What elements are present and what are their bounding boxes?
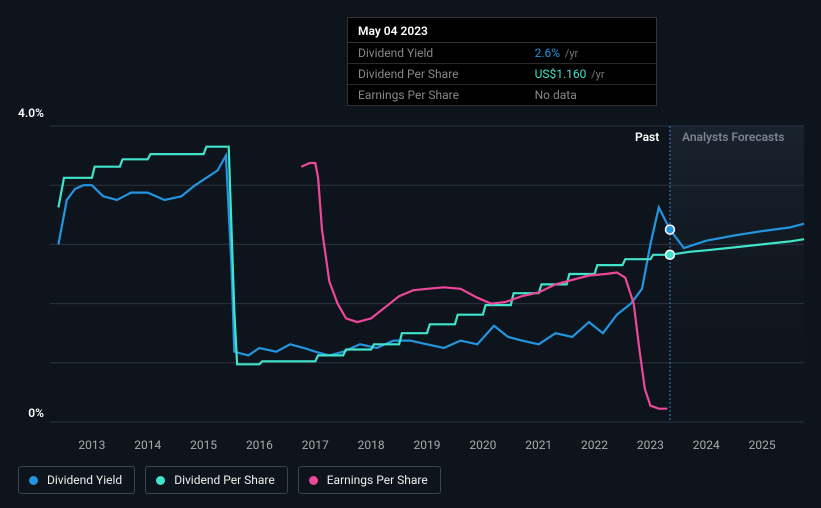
tooltip-row: Dividend Yield2.6% /yr bbox=[348, 43, 656, 64]
tooltip-row-label: Dividend Yield bbox=[348, 43, 525, 64]
x-tick-label: 2018 bbox=[351, 438, 391, 452]
legend-label: Dividend Per Share bbox=[174, 473, 275, 487]
region-label-forecast: Analysts Forecasts bbox=[682, 130, 784, 144]
x-tick-label: 2025 bbox=[742, 438, 782, 452]
tooltip-row: Dividend Per ShareUS$1.160 /yr bbox=[348, 64, 656, 85]
legend-item-dividend-per-share[interactable]: Dividend Per Share bbox=[145, 466, 288, 494]
cursor-dot-dividend_yield bbox=[665, 225, 674, 234]
tooltip-row-value: No data bbox=[525, 85, 656, 106]
x-tick-label: 2016 bbox=[239, 438, 279, 452]
x-tick-label: 2022 bbox=[575, 438, 615, 452]
tooltip-row-value: 2.6% /yr bbox=[525, 43, 656, 64]
chart-tooltip: May 04 2023 Dividend Yield2.6% /yrDivide… bbox=[347, 17, 657, 106]
legend-label: Dividend Yield bbox=[47, 473, 122, 487]
legend-dot-icon bbox=[29, 476, 38, 485]
y-tick-label: 4.0% bbox=[18, 106, 44, 120]
legend-item-dividend-yield[interactable]: Dividend Yield bbox=[18, 466, 135, 494]
tooltip-row-value: US$1.160 /yr bbox=[525, 64, 656, 85]
x-tick-label: 2014 bbox=[128, 438, 168, 452]
x-tick-label: 2015 bbox=[184, 438, 224, 452]
x-tick-label: 2017 bbox=[295, 438, 335, 452]
legend-dot-icon bbox=[309, 476, 318, 485]
x-tick-label: 2024 bbox=[686, 438, 726, 452]
x-tick-label: 2013 bbox=[72, 438, 112, 452]
cursor-dot-dividend_per_share bbox=[665, 250, 674, 259]
tooltip-row-label: Earnings Per Share bbox=[348, 85, 525, 106]
series-earnings_per_share bbox=[301, 163, 667, 409]
region-label-past: Past bbox=[635, 130, 659, 144]
x-tick-label: 2021 bbox=[519, 438, 559, 452]
x-tick-label: 2023 bbox=[630, 438, 670, 452]
tooltip-row-label: Dividend Per Share bbox=[348, 64, 525, 85]
legend-dot-icon bbox=[156, 476, 165, 485]
legend-item-earnings-per-share[interactable]: Earnings Per Share bbox=[298, 466, 441, 494]
tooltip-row: Earnings Per ShareNo data bbox=[348, 85, 656, 106]
x-tick-label: 2020 bbox=[463, 438, 503, 452]
legend-label: Earnings Per Share bbox=[327, 473, 428, 487]
tooltip-date: May 04 2023 bbox=[348, 22, 656, 43]
x-tick-label: 2019 bbox=[407, 438, 447, 452]
chart-legend: Dividend Yield Dividend Per Share Earnings… bbox=[18, 466, 441, 494]
y-tick-label: 0% bbox=[28, 406, 44, 420]
tooltip-table: Dividend Yield2.6% /yrDividend Per Share… bbox=[348, 43, 656, 105]
